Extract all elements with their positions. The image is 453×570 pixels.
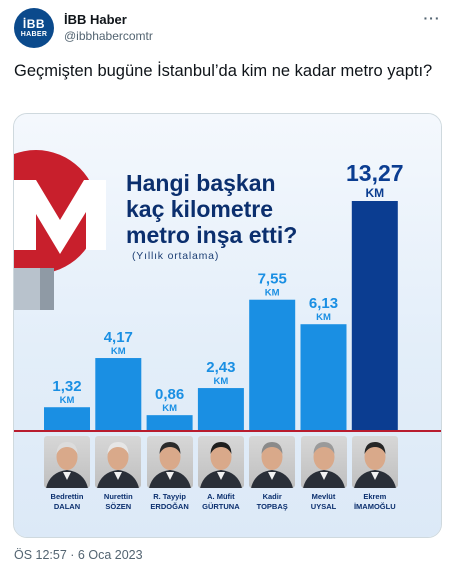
person-first-name: R. Tayyip — [153, 492, 186, 501]
chart-bar — [146, 415, 193, 430]
person-last-name: SÖZEN — [105, 501, 132, 511]
portrait-photo — [351, 436, 398, 488]
person-name: A. Müfit GÜRTUNA — [190, 492, 252, 511]
tweet-text: Geçmişten bugüne İstanbul’da kim ne kada… — [14, 62, 433, 80]
chart-unit-label: KM — [162, 403, 177, 414]
portrait-photo — [95, 436, 142, 488]
avatar-text-line2: HABER — [20, 31, 48, 38]
portrait-photo — [300, 436, 347, 488]
headline-line: kaç kilometre — [126, 196, 274, 222]
chart-unit-label: KM — [111, 346, 126, 357]
chart-bar — [300, 324, 347, 430]
chart-baseline — [14, 430, 441, 432]
chart-value-label: 6,13 — [309, 295, 338, 312]
person-last-name: GÜRTUNA — [202, 501, 240, 511]
person-name: Ekrem İMAMOĞLU — [344, 492, 406, 511]
chart-value-label: 7,55 — [258, 271, 287, 288]
subtitle: (Yıllık ortalama) — [132, 250, 220, 262]
more-options-icon[interactable]: ··· — [423, 10, 441, 26]
bar-chart: 1,32KM4,17KM0,86KM2,43KM7,55KM6,13KM13,2… — [44, 160, 404, 430]
tweet-timestamp[interactable]: ÖS 12:57 · 6 Oca 2023 — [14, 548, 143, 562]
chart-value-label: 1,32 — [52, 378, 81, 395]
person-first-name: Ekrem — [363, 492, 387, 501]
infographic: Hangi başkan kaç kilometre metro inşa et… — [14, 114, 441, 537]
user-handle[interactable]: @ibbhabercomtr — [64, 29, 153, 43]
portrait-photo — [197, 436, 244, 488]
headline-line: Hangi başkan — [126, 170, 276, 196]
person-name: Mevlüt UYSAL — [293, 492, 355, 511]
chart-value-label: 13,27 — [346, 160, 404, 186]
headline-line: metro inşa etti? — [126, 222, 298, 248]
person-first-name: Nurettin — [103, 492, 133, 501]
portrait-photo — [146, 436, 193, 488]
portrait-photo — [249, 436, 296, 488]
headline: Hangi başkan kaç kilometre metro inşa et… — [126, 170, 346, 248]
tweet-media[interactable]: Hangi başkan kaç kilometre metro inşa et… — [13, 113, 442, 538]
tweet-header: İBB HABER İBB Haber @ibbhabercomtr ··· — [14, 8, 444, 48]
portrait-photo — [44, 436, 90, 488]
person-first-name: Kadir — [262, 492, 282, 501]
chart-unit-label: KM — [316, 312, 331, 323]
person-name: Nurettin SÖZEN — [87, 492, 149, 511]
person-last-name: UYSAL — [310, 501, 337, 511]
person-first-name: Bedrettin — [50, 492, 84, 501]
person-name: Bedrettin DALAN — [36, 492, 98, 511]
person-first-name: A. Müfit — [207, 492, 235, 501]
chart-unit-label: KM — [265, 288, 280, 299]
person-last-name: İMAMOĞLU — [353, 501, 396, 511]
chart-unit-label: KM — [60, 395, 75, 406]
avatar[interactable]: İBB HABER — [14, 8, 54, 48]
avatar-text-line1: İBB — [22, 17, 46, 31]
person-last-name: ERDOĞAN — [150, 501, 189, 511]
chart-value-label: 4,17 — [104, 329, 133, 346]
chart-bar — [249, 299, 296, 430]
chart-unit-label: KM — [365, 186, 384, 200]
person-first-name: Mevlüt — [311, 492, 336, 501]
chart-value-label: 0,86 — [155, 386, 184, 403]
person-last-name: DALAN — [53, 501, 81, 511]
chart-bar — [44, 407, 90, 430]
chart-value-label: 2,43 — [206, 359, 235, 376]
chart-bar — [95, 358, 142, 430]
person-last-name: TOPBAŞ — [256, 501, 288, 511]
display-name[interactable]: İBB Haber — [64, 12, 127, 27]
chart-bar — [351, 201, 398, 430]
chart-unit-label: KM — [214, 376, 229, 387]
metro-logo-icon — [14, 150, 106, 310]
person-name: R. Tayyip ERDOĞAN — [139, 492, 201, 511]
person-name: Kadir TOPBAŞ — [241, 492, 303, 511]
chart-bar — [197, 388, 244, 430]
